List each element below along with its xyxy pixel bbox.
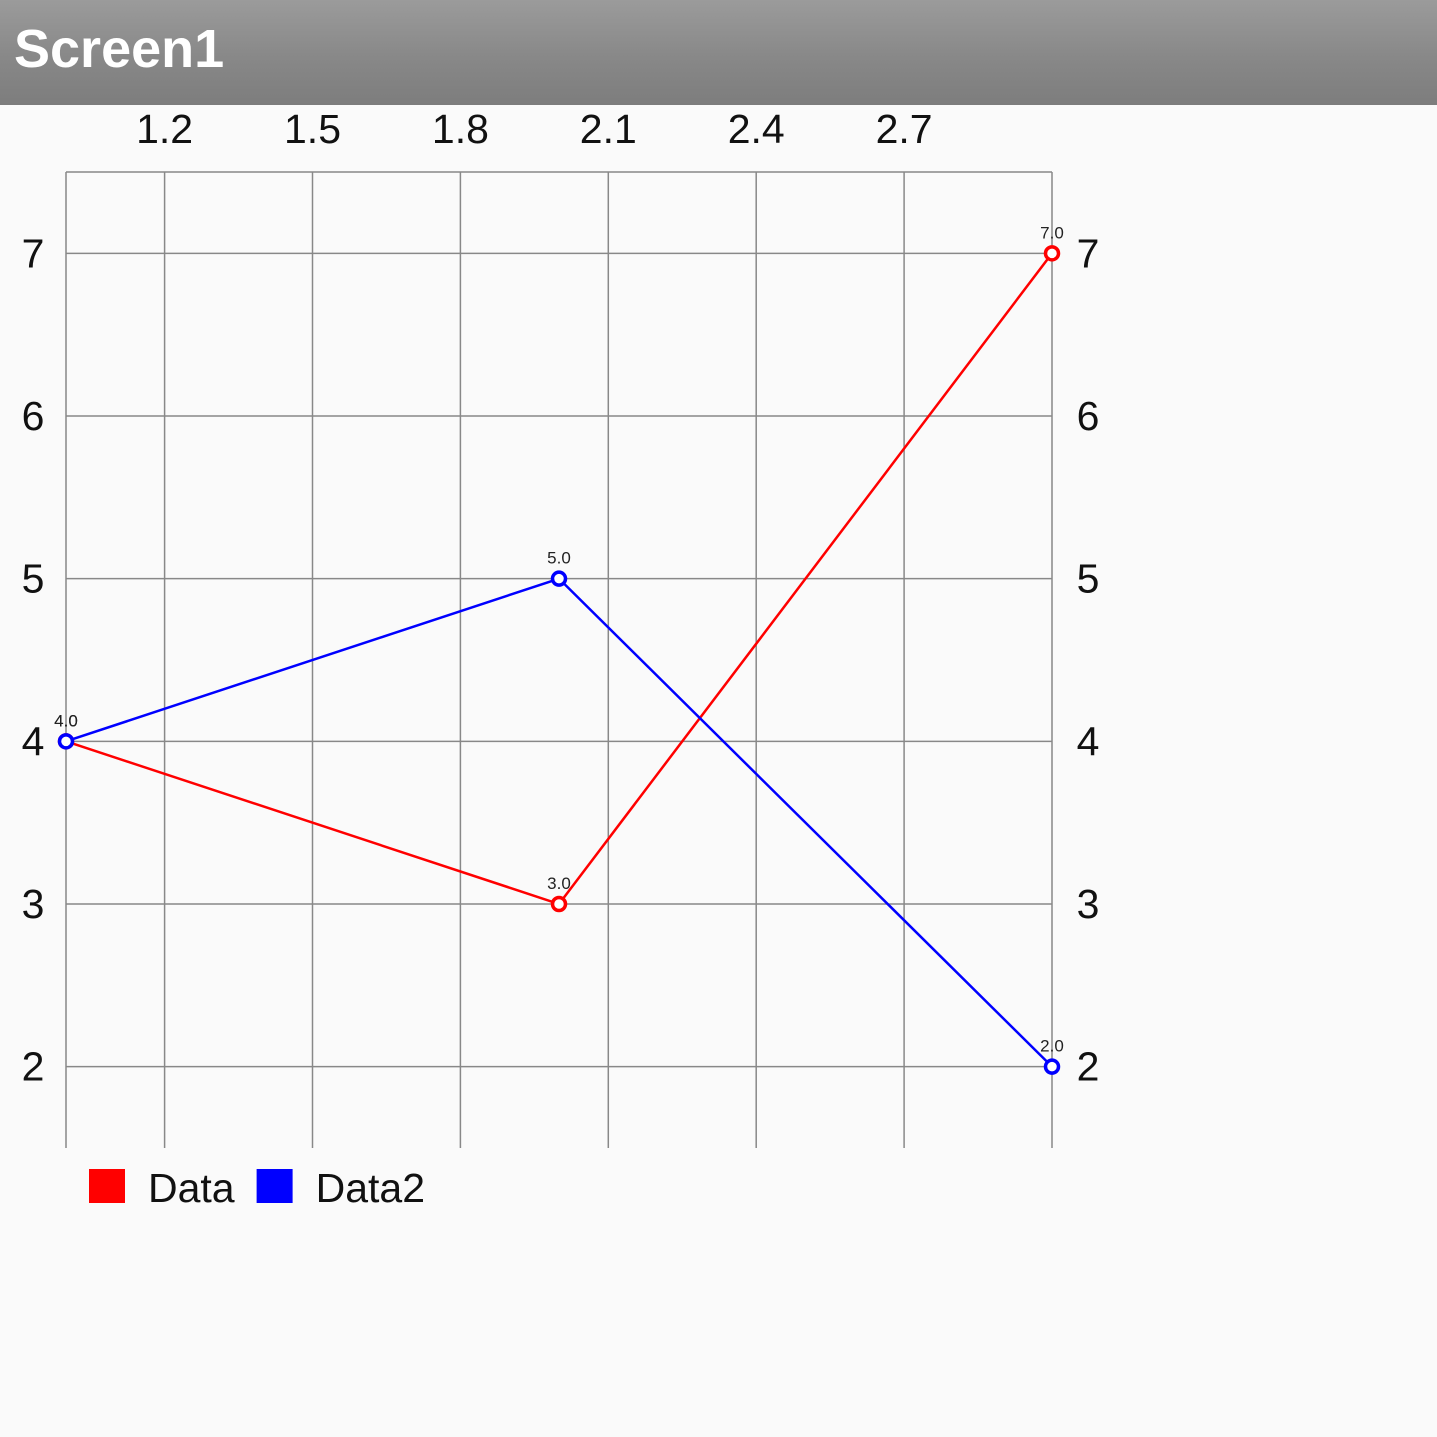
data-point-label: 7.0 <box>1040 223 1064 242</box>
y-tick-label-right: 6 <box>1077 393 1100 439</box>
y-tick-label-left: 4 <box>22 718 45 764</box>
data-point-label: 5.0 <box>547 549 571 568</box>
x-tick-label: 1.5 <box>284 106 341 152</box>
y-tick-label-right: 5 <box>1077 556 1100 602</box>
data-point-label: 4.0 <box>54 711 78 730</box>
data-point[interactable] <box>550 895 568 913</box>
data-point[interactable] <box>1043 245 1061 262</box>
x-tick-label: 2.7 <box>876 106 933 152</box>
y-tick-label-right: 2 <box>1077 1044 1100 1090</box>
legend-label: Data <box>148 1165 235 1211</box>
y-tick-label-left: 7 <box>22 230 45 276</box>
legend-label: Data2 <box>316 1165 425 1211</box>
x-tick-label: 1.8 <box>432 106 489 152</box>
chart-axes: 1.2 1.5 1.8 2.1 2.4 2.7 2 2 3 3 4 4 5 5 6 6 7 7 <box>22 106 1100 1090</box>
data-point[interactable] <box>1043 1058 1061 1075</box>
data-point-label: 3.0 <box>547 874 571 893</box>
y-tick-label-left: 5 <box>22 556 45 602</box>
y-tick-label-left: 2 <box>22 1044 45 1090</box>
y-tick-label-right: 4 <box>1077 718 1100 764</box>
chart-legend: Data Data2 <box>89 1165 425 1211</box>
series-data2: 4.0 5.0 2.0 <box>54 549 1064 1075</box>
chart-grid <box>65 171 1053 1148</box>
data-point-label: 2.0 <box>1040 1037 1064 1056</box>
data-point[interactable] <box>550 570 568 587</box>
legend-swatch <box>256 1169 293 1203</box>
y-tick-label-right: 7 <box>1077 230 1100 276</box>
x-tick-label: 2.4 <box>728 106 785 152</box>
data-point-label: 4.0 <box>54 711 78 730</box>
chart-series: 4.0 3.0 7.0 4.0 5.0 2.0 <box>54 223 1064 1075</box>
app-bar: Screen1 <box>0 0 1437 105</box>
data-point[interactable] <box>57 733 75 750</box>
x-tick-label: 2.1 <box>580 106 637 152</box>
y-tick-label-right: 3 <box>1077 881 1100 927</box>
screen-title: Screen1 <box>14 19 225 79</box>
y-tick-label-left: 3 <box>22 881 45 927</box>
y-tick-label-left: 6 <box>22 393 45 439</box>
x-tick-label: 1.2 <box>136 106 193 152</box>
legend-swatch <box>89 1169 125 1203</box>
